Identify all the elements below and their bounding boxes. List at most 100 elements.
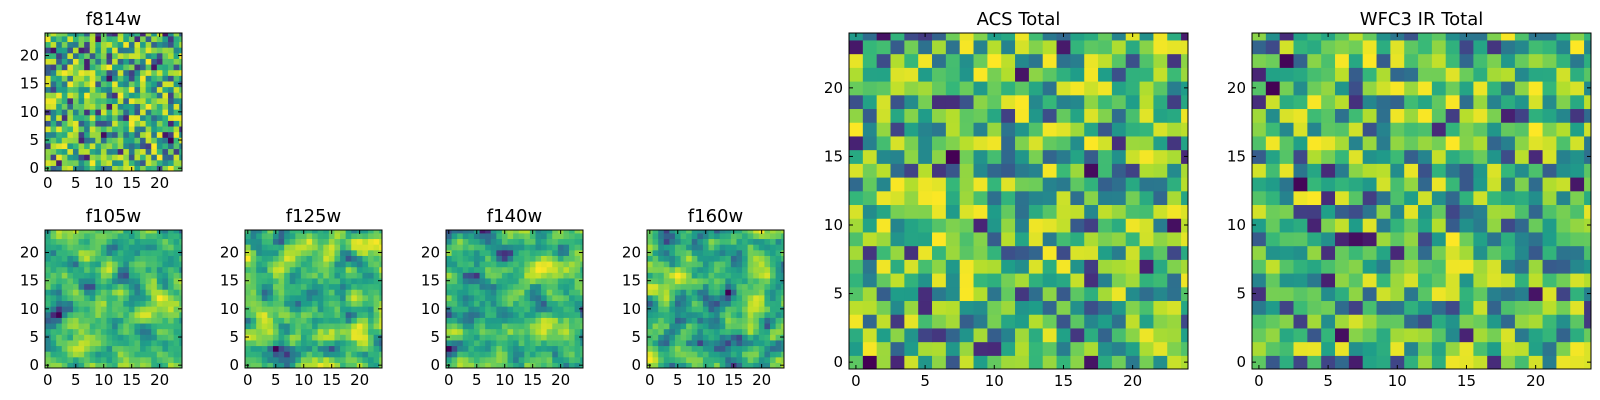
heatmap-cell [112,97,119,105]
heatmap-cell [151,249,158,256]
heatmap-cell [362,306,369,313]
heatmap-cell [284,230,291,234]
heatmap-cell [145,75,152,82]
heatmap-cell [876,67,892,82]
x-tick-label: 15 [122,371,141,389]
heatmap-cell [123,109,130,116]
heatmap-cell [501,255,509,262]
heatmap-cell [451,260,458,268]
heatmap-cell [524,255,531,262]
heatmap-cell [1473,163,1488,178]
heatmap-cell [84,230,91,234]
heatmap-cell [446,260,453,268]
y-tick-label: 5 [1236,285,1246,303]
heatmap-cell [351,345,358,352]
heatmap-cell [1473,355,1488,369]
heatmap-cell [72,294,80,302]
heatmap-cell [100,300,108,307]
heatmap-cell [323,345,330,352]
heatmap-cell [151,283,158,290]
heatmap-cell [770,283,777,290]
heatmap-cell [663,283,670,290]
heatmap-cell [56,322,63,330]
heatmap-cell [356,345,364,352]
heatmap-cell [1501,33,1516,41]
heatmap-cell [490,328,497,335]
heatmap-cell [278,322,285,330]
heatmap-cell [106,362,113,368]
heatmap-cell [1279,218,1295,233]
heatmap-cell [67,165,74,171]
heatmap-cell [849,204,864,219]
heatmap-cell [151,230,158,234]
heatmap-cell [1501,163,1516,178]
heatmap-cell [89,244,96,251]
heatmap-cell [267,272,274,279]
heatmap-cell [106,33,113,37]
heatmap-cell [1015,231,1030,247]
heatmap-cell [1001,259,1016,274]
heatmap-cell [1167,33,1182,41]
heatmap-cell [1390,39,1405,55]
heatmap-cell [1293,273,1308,288]
heatmap-cell [496,294,503,302]
heatmap-cell [1111,314,1127,329]
heatmap-cell [250,306,257,313]
heatmap-cell [345,232,352,240]
heatmap-cell [128,294,136,302]
y-tick-label: 20 [220,244,239,262]
heatmap-cell [1362,33,1378,41]
heatmap-cell [145,154,152,161]
heatmap-cell [1514,122,1530,137]
heatmap-cell [945,135,961,151]
heatmap-cell [61,33,68,37]
heatmap-cell [295,300,302,307]
heatmap-cell [479,249,486,256]
heatmap-cell [524,311,531,318]
heatmap-cell [117,97,124,105]
heatmap-cell [1404,341,1419,356]
heatmap-cell [61,289,68,296]
heatmap-cell [78,58,85,65]
heatmap-cell [112,232,119,240]
heatmap-cell [1028,135,1044,151]
heatmap-cell [563,334,570,341]
heatmap-cell [1098,341,1113,356]
heatmap-cell [546,289,553,296]
heatmap-cell [1556,286,1571,302]
heatmap-cell [663,255,670,262]
heatmap-cell [95,322,102,330]
heatmap-cell [112,142,119,150]
heatmap-cell [669,345,676,352]
heatmap-cell [78,322,85,330]
heatmap-cell [312,277,319,285]
heatmap-cell [764,311,771,318]
heatmap-cell [67,154,74,161]
heatmap-cell [1181,204,1188,219]
heatmap-cells [45,33,182,171]
heatmap-cell [128,255,136,262]
heatmap-cell [1404,81,1419,96]
heatmap-cell [168,63,175,71]
heatmap-cell [473,317,481,324]
heatmap-cell [1001,149,1016,164]
heatmap-cell [485,289,492,296]
heatmap-cell [1293,190,1308,206]
heatmap-cell [686,334,693,341]
heatmap-cell [1181,33,1188,41]
heatmap-cell [379,300,382,307]
heatmap-cell [781,266,784,273]
heatmap-cell [496,238,503,245]
heatmap-cell [173,41,180,48]
heatmap-cell [1321,67,1336,82]
heatmap-cell [67,33,74,37]
heatmap-cell [312,362,319,368]
heatmap-cell [563,322,570,330]
heatmap-cell [89,92,96,99]
heatmap-cell [168,109,175,116]
heatmap-cell [1431,218,1447,233]
heatmap-cell [151,92,158,99]
heatmap-cell [312,249,319,256]
heatmap-cell [753,294,760,302]
heatmap-cell [1556,67,1571,82]
